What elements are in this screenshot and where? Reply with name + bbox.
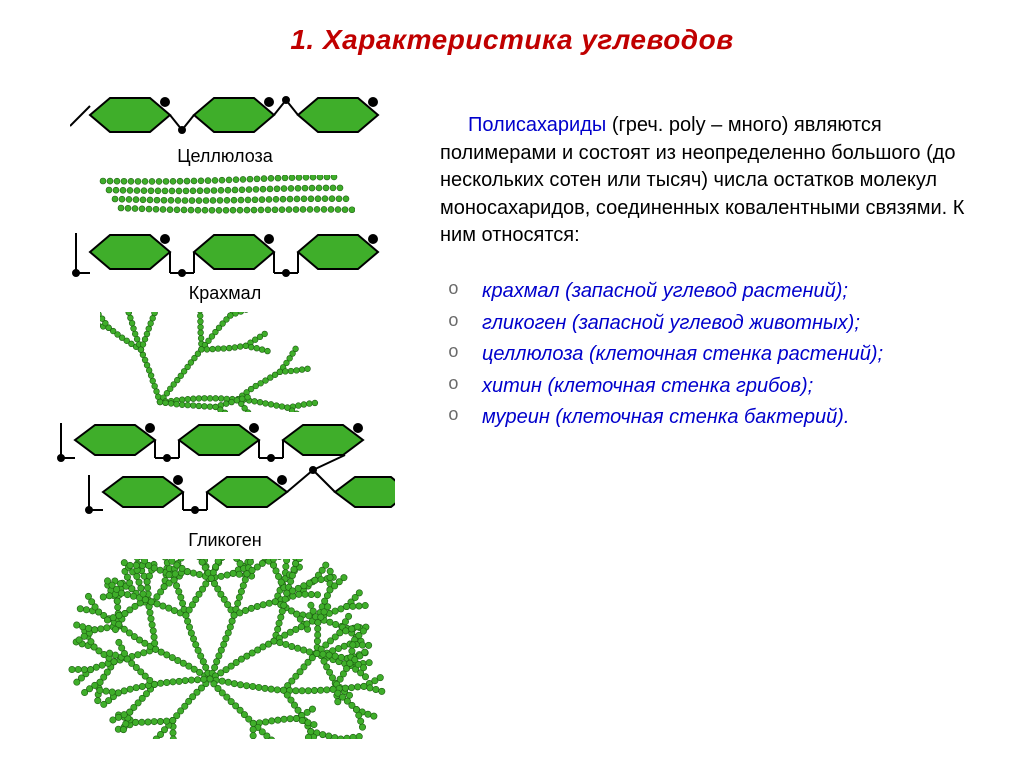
diagram-label: Гликоген — [188, 530, 262, 551]
content-area: Целлюлоза Крахмал — [0, 56, 1024, 739]
hexchain-icon — [55, 418, 395, 528]
page-title: 1. Характеристика углеводов — [0, 0, 1024, 56]
diagram-branch-small — [100, 312, 350, 412]
intro-paragraph: Полисахариды (греч. poly – много) являют… — [440, 112, 984, 250]
hexchain-icon — [70, 86, 380, 144]
branch-icon — [60, 559, 390, 739]
list-item: крахмал (запасной углевод растений); — [448, 278, 984, 306]
list-item: муреин (клеточная стенка бактерий). — [448, 404, 984, 432]
list-item: целлюлоза (клеточная стенка растений); — [448, 341, 984, 369]
lead-term: Полисахариды — [468, 114, 606, 136]
text-column: Полисахариды (греч. poly – много) являют… — [440, 86, 984, 739]
diagram-cellulose: Целлюлоза — [70, 86, 380, 169]
diagram-branch-large — [60, 559, 390, 739]
strands-icon — [95, 175, 355, 217]
list-item: гликоген (запасной углевод животных); — [448, 310, 984, 338]
list-item: хитин (клеточная стенка грибов); — [448, 373, 984, 401]
diagram-column: Целлюлоза Крахмал — [40, 86, 410, 739]
diagram-label: Целлюлоза — [177, 146, 273, 167]
diagram-strands — [95, 175, 355, 217]
diagram-glycogen: Гликоген — [55, 418, 395, 553]
branch-icon — [100, 312, 350, 412]
diagram-label: Крахмал — [189, 283, 261, 304]
bullet-list: крахмал (запасной углевод растений); гли… — [440, 278, 984, 432]
hexchain-icon — [70, 223, 380, 281]
diagram-starch: Крахмал — [70, 223, 380, 306]
